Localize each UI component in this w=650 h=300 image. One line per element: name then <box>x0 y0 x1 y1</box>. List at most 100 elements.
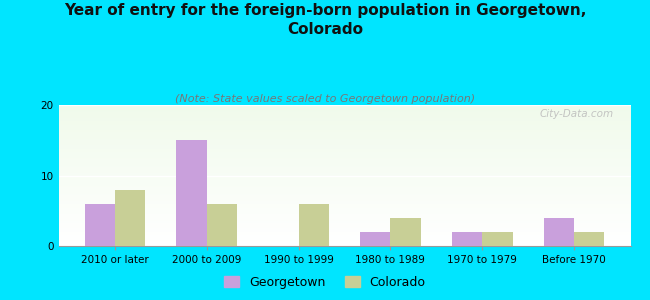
Bar <box>58 167 630 168</box>
Text: City-Data.com: City-Data.com <box>540 109 614 119</box>
Bar <box>58 244 630 245</box>
Bar <box>58 142 630 143</box>
Bar <box>58 110 630 111</box>
Bar <box>58 155 630 156</box>
Bar <box>58 239 630 240</box>
Bar <box>58 242 630 243</box>
Bar <box>58 211 630 212</box>
Bar <box>58 128 630 129</box>
Bar <box>115 190 145 246</box>
Bar <box>58 208 630 209</box>
Bar <box>391 218 421 246</box>
Bar <box>58 166 630 167</box>
Bar <box>58 111 630 112</box>
Bar <box>58 106 630 107</box>
Bar <box>58 176 630 177</box>
Bar <box>58 165 630 166</box>
Text: (Note: State values scaled to Georgetown population): (Note: State values scaled to Georgetown… <box>175 94 475 104</box>
Bar <box>58 122 630 123</box>
Bar <box>452 232 482 246</box>
Bar <box>58 235 630 236</box>
Bar <box>58 241 630 242</box>
Bar <box>58 220 630 221</box>
Bar <box>58 190 630 191</box>
Legend: Georgetown, Colorado: Georgetown, Colorado <box>220 271 430 294</box>
Bar <box>58 186 630 187</box>
Bar <box>58 192 630 193</box>
Bar <box>58 217 630 218</box>
Bar <box>58 182 630 183</box>
Bar <box>58 151 630 152</box>
Bar <box>58 218 630 219</box>
Bar <box>58 204 630 205</box>
Bar <box>58 174 630 175</box>
Bar <box>58 181 630 182</box>
Bar <box>58 109 630 110</box>
Bar <box>58 143 630 144</box>
Bar <box>58 105 630 106</box>
Bar <box>58 118 630 119</box>
Bar <box>58 233 630 234</box>
Bar <box>58 225 630 226</box>
Bar <box>58 224 630 225</box>
Bar <box>58 124 630 125</box>
Bar <box>207 204 237 246</box>
Bar <box>58 236 630 237</box>
Bar <box>360 232 391 246</box>
Bar <box>58 207 630 208</box>
Bar <box>58 149 630 150</box>
Bar <box>58 169 630 170</box>
Bar <box>58 205 630 206</box>
Bar <box>58 209 630 210</box>
Bar <box>58 170 630 171</box>
Bar <box>58 228 630 229</box>
Bar <box>58 172 630 173</box>
Bar <box>58 118 630 119</box>
Bar <box>58 199 630 200</box>
Bar <box>58 240 630 241</box>
Bar <box>58 188 630 189</box>
Bar <box>58 179 630 180</box>
Bar <box>58 160 630 161</box>
Bar <box>58 194 630 195</box>
Bar <box>58 159 630 160</box>
Bar <box>58 177 630 178</box>
Bar <box>58 189 630 190</box>
Bar <box>58 161 630 162</box>
Bar <box>58 226 630 227</box>
Bar <box>58 140 630 141</box>
Bar <box>58 150 630 151</box>
Bar <box>58 112 630 113</box>
Bar <box>58 132 630 133</box>
Bar <box>176 140 207 246</box>
Bar <box>58 134 630 135</box>
Bar <box>58 178 630 179</box>
Bar <box>58 153 630 154</box>
Bar <box>58 195 630 196</box>
Bar <box>58 162 630 163</box>
Bar <box>58 191 630 192</box>
Bar <box>58 157 630 158</box>
Bar <box>58 202 630 203</box>
Bar <box>58 171 630 172</box>
Bar <box>58 144 630 145</box>
Bar <box>58 222 630 223</box>
Bar <box>544 218 574 246</box>
Bar <box>58 232 630 233</box>
Bar <box>58 243 630 244</box>
Bar <box>58 152 630 153</box>
Bar <box>58 113 630 114</box>
Bar <box>58 148 630 149</box>
Bar <box>58 230 630 231</box>
Bar <box>58 173 630 174</box>
Bar <box>58 136 630 137</box>
Bar <box>58 108 630 109</box>
Bar <box>58 146 630 147</box>
Bar <box>58 210 630 211</box>
Bar <box>58 223 630 224</box>
Bar <box>58 231 630 232</box>
Bar <box>58 227 630 228</box>
Bar <box>58 126 630 127</box>
Bar <box>58 123 630 124</box>
Bar <box>58 245 630 246</box>
